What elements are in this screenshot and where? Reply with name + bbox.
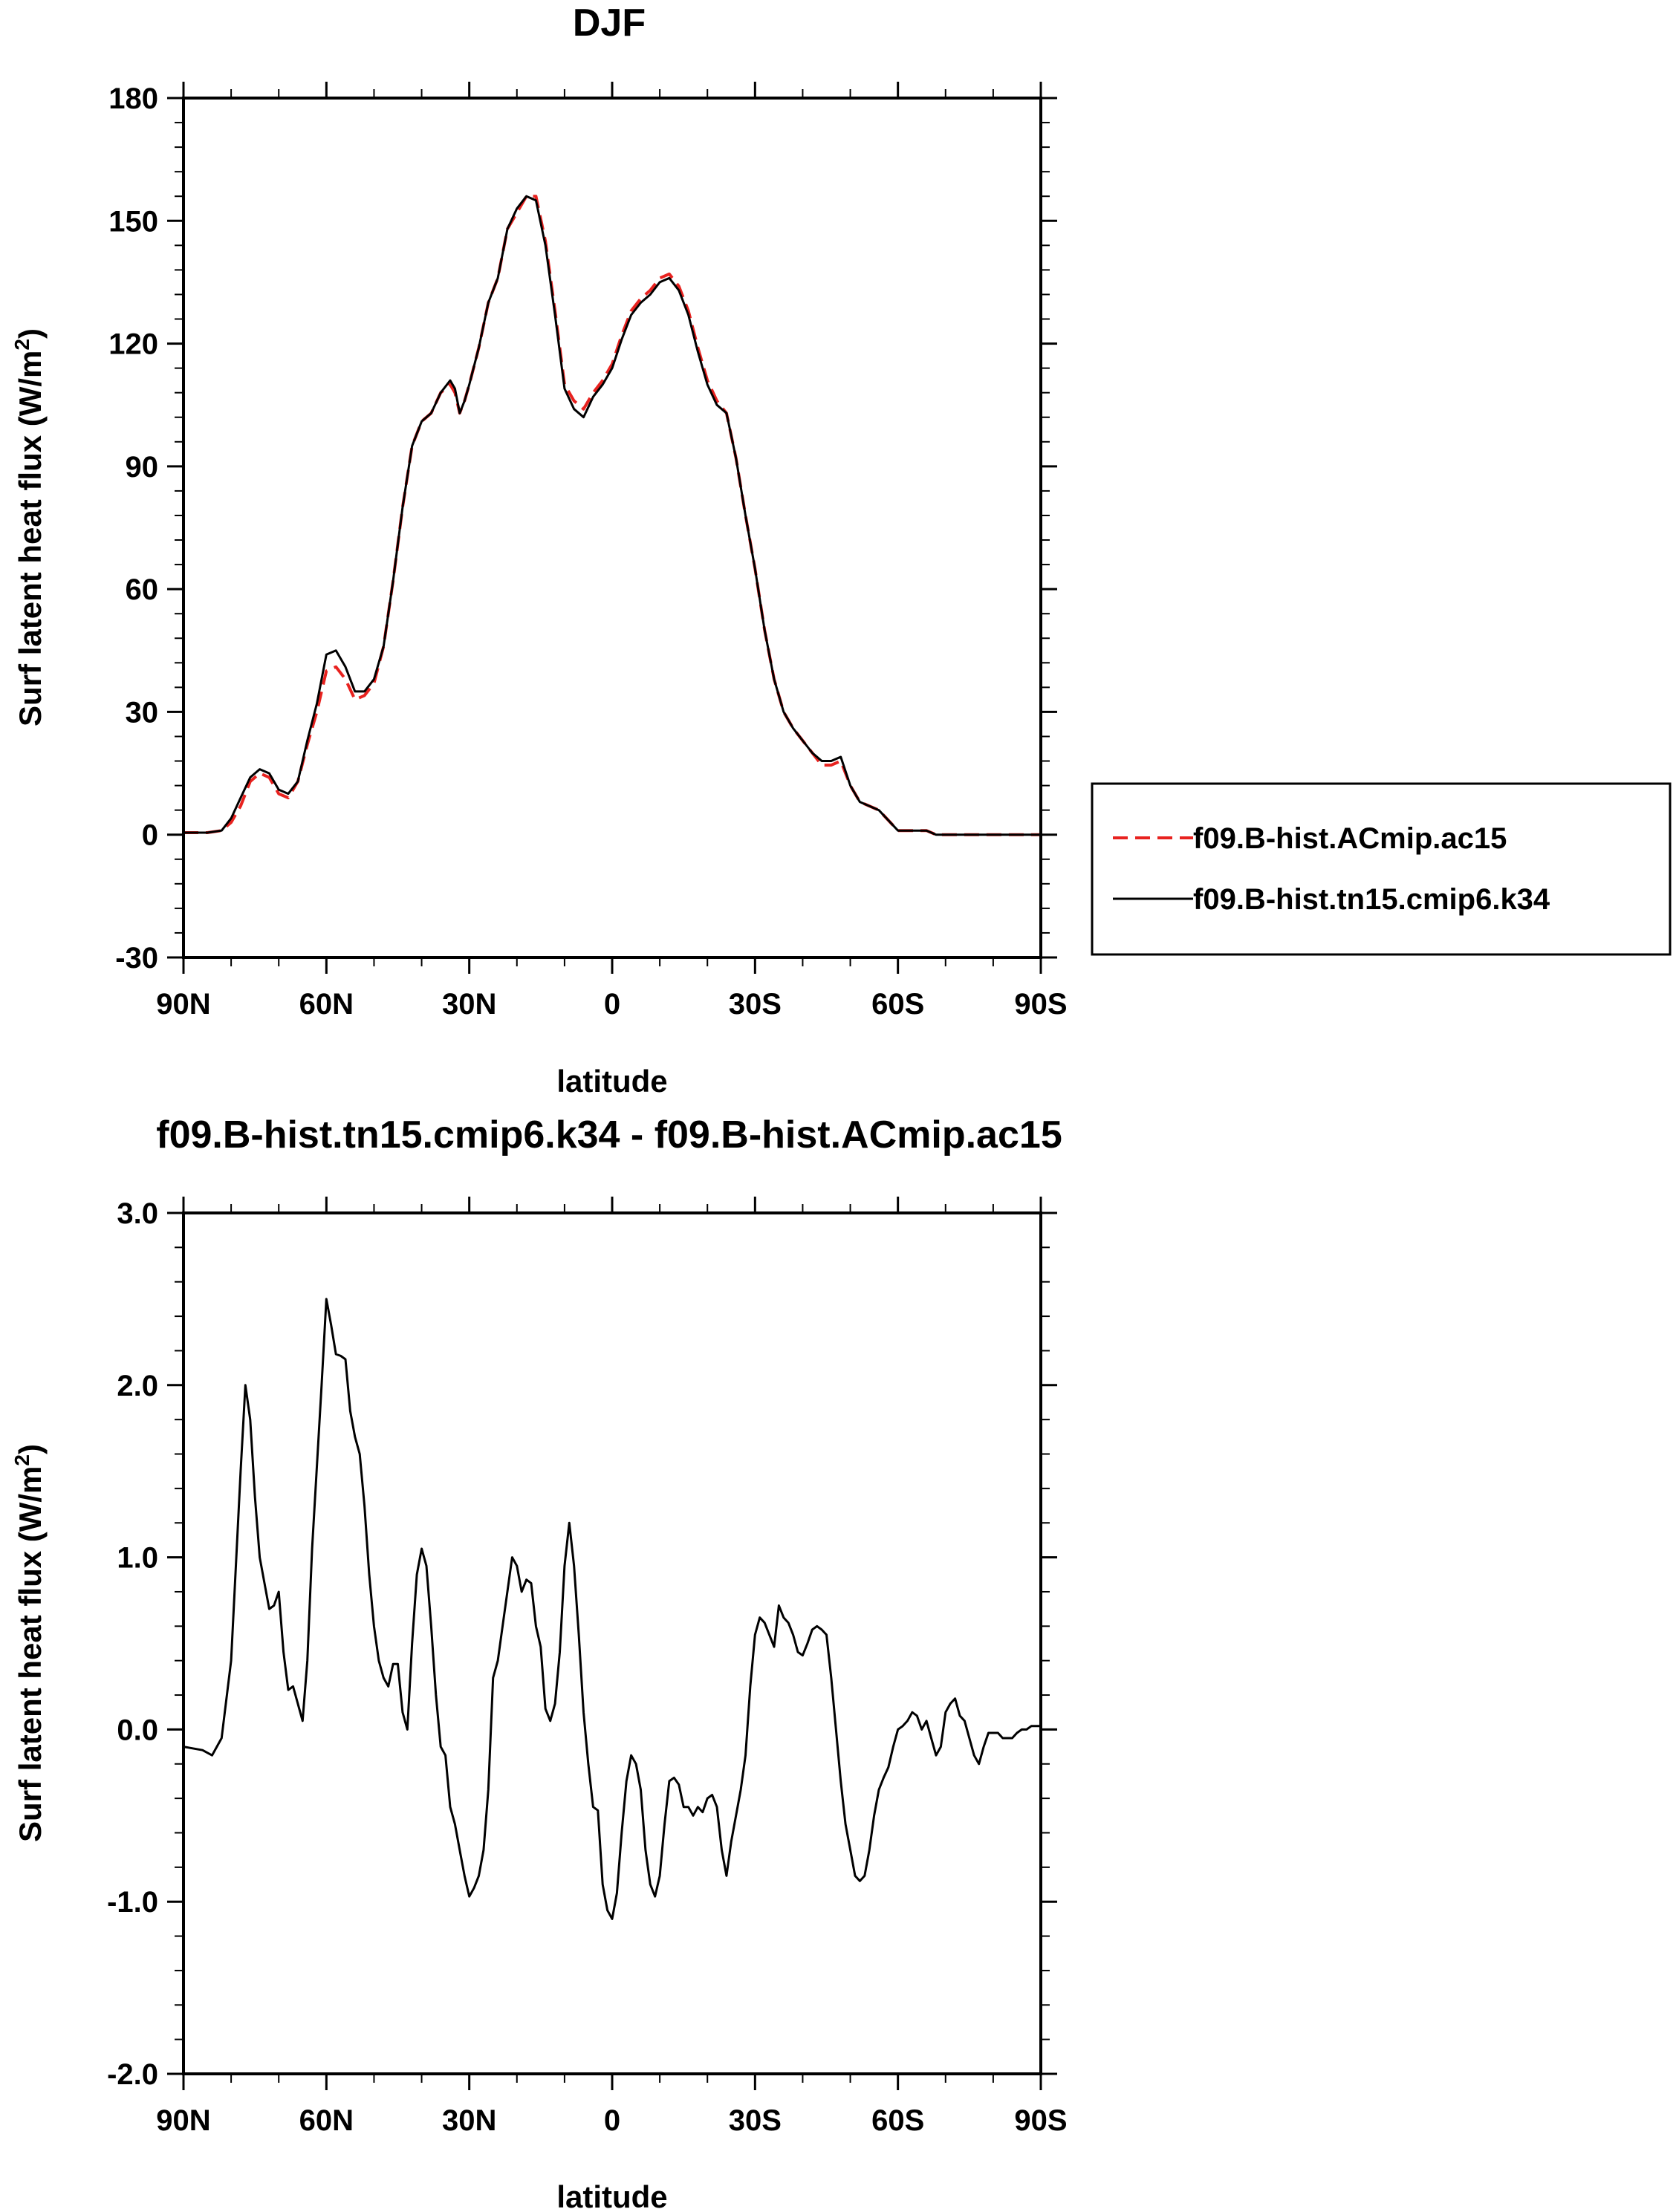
top-x-axis-label: latitude [556,1064,667,1099]
bottom-ytick-label-3: 1.0 [117,1542,158,1575]
top-xtick-label-2: 30N [442,988,496,1021]
top-panel: DJF -30 0 30 60 90 120 150 180 90N 60N 30N 0 30S 60S… [10,1,1068,1099]
top-xtick-label-6: 90S [1014,988,1067,1021]
bottom-xtick-label-5: 60S [871,2104,924,2137]
top-ytick-label-6: 150 [108,205,158,238]
top-series-lines [183,195,1041,836]
top-xtick-label-3: 0 [604,988,620,1021]
legend-label-ac15: f09.B-hist.ACmip.ac15 [1193,822,1507,855]
bottom-y-axis-label-main: Surf latent heat flux (W/m [13,1466,48,1842]
top-y-axis-label-sup: 2 [10,339,33,351]
bottom-xtick-label-1: 60N [299,2104,354,2137]
top-plot-frame [182,97,1042,959]
bottom-panel: f09.B-hist.tn15.cmip6.k34 - f09.B-hist.A… [10,1113,1068,2212]
top-xtick-label-1: 60N [299,988,354,1021]
bottom-xtick-label-4: 30S [729,2104,782,2137]
legend-box [1091,782,1672,956]
top-y-axis-label-main: Surf latent heat flux (W/m [13,351,48,726]
top-xtick-label-5: 60S [871,988,924,1021]
bottom-xtick-label-2: 30N [442,2104,496,2137]
bottom-y-axis-label: Surf latent heat flux (W/m2) [10,1444,48,1842]
top-ytick-label-1: 0 [142,819,158,852]
top-x-ticks: 90N 60N 30N 0 30S 60S 90S [156,82,1068,1021]
top-ytick-label-3: 60 [126,573,159,606]
bottom-series-line-0 [183,1298,1041,1920]
bottom-ytick-label-5: 3.0 [117,1197,158,1230]
top-chart-title: DJF [573,1,646,45]
top-ytick-label-5: 120 [108,328,158,361]
legend: f09.B-hist.ACmip.ac15 f09.B-hist.tn15.cm… [1091,782,1672,956]
top-y-axis-label: Surf latent heat flux (W/m2) [10,328,48,726]
top-ytick-label-0: -30 [115,942,158,975]
bottom-x-axis-label: latitude [556,2179,667,2212]
legend-label-k34: f09.B-hist.tn15.cmip6.k34 [1193,883,1550,916]
bottom-plot-frame [182,1211,1042,2075]
bottom-xtick-label-6: 90S [1014,2104,1067,2137]
top-ytick-label-4: 90 [126,451,159,484]
top-series-line-1 [183,195,1041,836]
top-ytick-label-2: 30 [126,696,159,729]
bottom-xtick-label-0: 90N [156,2104,210,2137]
bottom-y-axis-label-close: ) [13,1444,48,1454]
bottom-y-ticks: -2.0 -1.0 0.0 1.0 2.0 3.0 [107,1197,1057,2091]
bottom-ytick-label-0: -2.0 [107,2058,158,2091]
top-ytick-label-7: 180 [108,82,158,115]
bottom-ytick-label-4: 2.0 [117,1370,158,1402]
bottom-ytick-label-2: 0.0 [117,1714,158,1746]
top-y-axis-label-close: ) [13,328,48,339]
top-xtick-label-4: 30S [729,988,782,1021]
bottom-chart-title: f09.B-hist.tn15.cmip6.k34 - f09.B-hist.A… [156,1113,1062,1157]
bottom-x-ticks: 90N 60N 30N 0 30S 60S 90S [156,1197,1068,2137]
bottom-xtick-label-3: 0 [604,2104,620,2137]
bottom-ytick-label-1: -1.0 [107,1886,158,1919]
bottom-y-axis-label-sup: 2 [10,1454,33,1466]
bottom-series-lines [183,1298,1041,1920]
top-xtick-label-0: 90N [156,988,210,1021]
top-series-line-0 [183,195,1041,836]
top-y-ticks: -30 0 30 60 90 120 150 180 [108,82,1057,975]
